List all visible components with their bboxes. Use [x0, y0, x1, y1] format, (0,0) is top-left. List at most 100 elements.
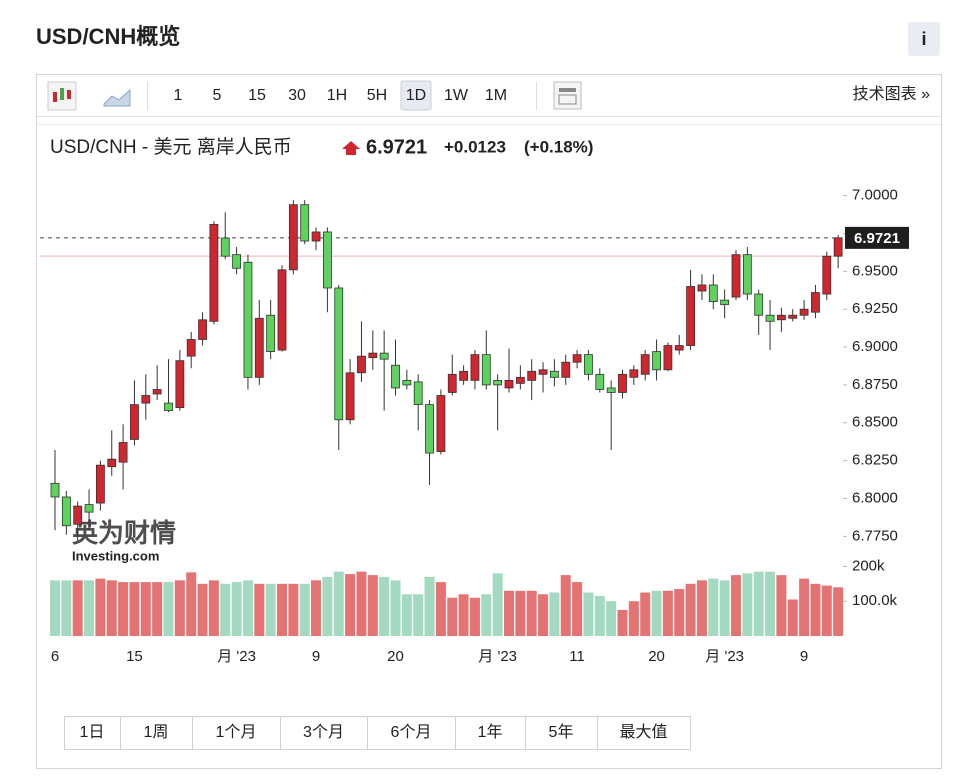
layout-icon[interactable]: [553, 81, 582, 110]
range-button[interactable]: [455, 716, 526, 750]
interval-button[interactable]: 5H: [367, 87, 387, 104]
info-label: i: [921, 29, 926, 49]
candle-body: [345, 372, 355, 421]
volume-bar: [719, 580, 730, 636]
candle-body: [107, 458, 117, 468]
volume-bar: [186, 572, 197, 636]
volume-bar: [95, 578, 106, 636]
candle-body: [209, 223, 219, 322]
volume-bar: [322, 576, 333, 636]
range-label: 最大值: [619, 723, 667, 741]
candle-body: [243, 261, 253, 378]
volume-bar: [356, 571, 367, 636]
area-icon[interactable]: [103, 88, 131, 107]
volume-bar: [640, 592, 651, 636]
candle-body: [277, 269, 287, 351]
x-tick-label: 11: [569, 648, 585, 665]
volume-bar: [333, 571, 344, 636]
volume-bar: [265, 583, 276, 636]
candle-body: [266, 314, 276, 352]
interval-button[interactable]: 1W: [444, 87, 469, 104]
interval-button[interactable]: 1D: [406, 87, 426, 104]
candle-body: [731, 254, 741, 298]
volume-bar: [390, 580, 401, 636]
range-button[interactable]: [120, 716, 193, 750]
candle-body: [561, 361, 571, 378]
candle-body: [118, 442, 128, 463]
chart: 6.7750 6.8000 6.8250 6.8500 6.8750 6.9000 6.92…: [40, 187, 909, 665]
candle-body: [799, 308, 809, 316]
range-button[interactable]: [192, 716, 281, 750]
y-tick-label: 6.7750: [852, 527, 898, 544]
icon-part: [558, 94, 577, 105]
volume-bar: [753, 571, 764, 636]
icon-part: [559, 88, 576, 92]
x-tick-label: 20: [648, 648, 665, 665]
candle-body: [402, 379, 412, 386]
range-button[interactable]: [64, 716, 121, 750]
volume-bar: [458, 594, 469, 636]
interval-button[interactable]: 15: [248, 87, 266, 104]
info-button[interactable]: [908, 22, 940, 56]
volume-bar: [606, 601, 617, 636]
interval-button[interactable]: 1H: [327, 87, 347, 104]
range-label: 1日: [80, 724, 105, 741]
last-price: 6.9721: [366, 136, 427, 158]
icon-part: [60, 88, 64, 100]
candle-body: [164, 402, 173, 412]
candle-body: [447, 373, 457, 393]
candle-body: [811, 292, 820, 313]
candle-body: [493, 379, 503, 386]
candle-body: [175, 360, 185, 409]
volume-bar: [560, 575, 571, 636]
range-buttons: 1日 1周 1个月 3个月 6个月 1年 5年 最大值: [64, 716, 691, 750]
candle-body: [232, 254, 242, 269]
candle-body: [198, 319, 207, 340]
technical-link[interactable]: 技术图表 »: [853, 85, 930, 103]
volume-bar: [685, 583, 696, 636]
last-price-box: [845, 226, 909, 249]
volume-bar: [594, 596, 605, 636]
volume-bar: [481, 594, 492, 636]
interval-button[interactable]: 30: [288, 87, 306, 104]
volume-bar: [538, 594, 549, 636]
candle-body: [436, 395, 446, 452]
candle-body: [572, 354, 582, 363]
candle-body: [50, 482, 60, 498]
candle-body: [550, 370, 559, 378]
x-tick-label: 月 '23: [217, 648, 256, 665]
interval-button[interactable]: 5: [213, 87, 222, 104]
candle-body: [584, 354, 593, 375]
interval-button[interactable]: 1M: [485, 87, 507, 104]
interval-button[interactable]: 1: [174, 87, 183, 104]
page-title: USD/CNH概览: [36, 24, 180, 49]
volume-bar: [311, 580, 322, 636]
volume-bar: [708, 578, 719, 636]
range-button[interactable]: [367, 716, 456, 750]
volume-bar: [299, 583, 310, 636]
candle-body: [470, 354, 480, 381]
up-arrow: [342, 141, 360, 155]
candle-body: [538, 369, 548, 375]
candle-body: [686, 286, 695, 346]
candle-body: [334, 287, 344, 421]
active-interval-bg: [400, 80, 432, 111]
volume-bar: [447, 597, 458, 636]
volume-bar: [367, 575, 378, 636]
volume-bar: [504, 590, 514, 636]
candle-body: [640, 354, 650, 375]
candle-body: [481, 354, 491, 386]
candle-body: [527, 370, 537, 381]
volume-bar: [72, 580, 83, 636]
candle-body: [720, 299, 730, 306]
range-button[interactable]: [525, 716, 598, 750]
range-button[interactable]: [597, 716, 691, 750]
candle-body: [73, 505, 83, 525]
candle-body: [674, 345, 684, 351]
volume-bar: [413, 594, 424, 636]
x-tick-label: 9: [800, 648, 808, 665]
candle-icon[interactable]: [47, 81, 77, 111]
range-label: 3个月: [303, 723, 344, 741]
volume-bar: [129, 582, 140, 636]
